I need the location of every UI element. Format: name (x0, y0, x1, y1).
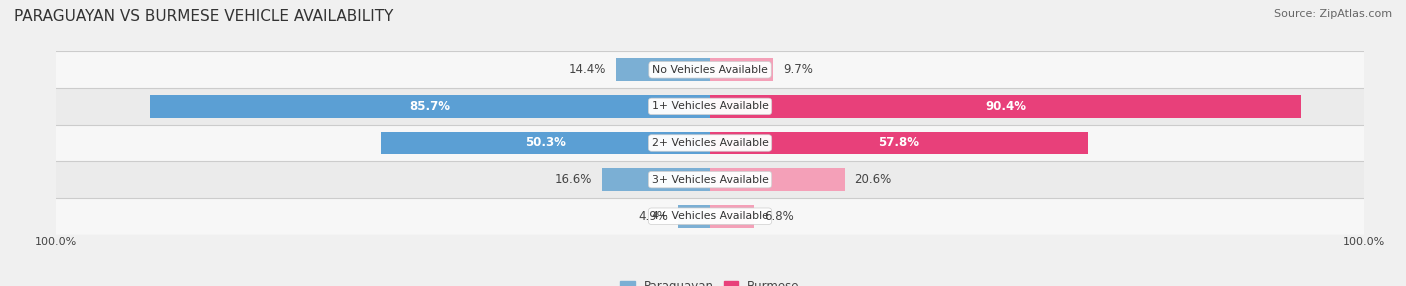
Bar (56, 51, 1364, 88)
Text: Source: ZipAtlas.com: Source: ZipAtlas.com (1274, 9, 1392, 19)
Text: 16.6%: 16.6% (554, 173, 592, 186)
Text: PARAGUAYAN VS BURMESE VEHICLE AVAILABILITY: PARAGUAYAN VS BURMESE VEHICLE AVAILABILI… (14, 9, 394, 23)
Bar (56, 88, 1364, 125)
Text: 20.6%: 20.6% (855, 173, 891, 186)
Text: 85.7%: 85.7% (409, 100, 450, 113)
Text: 14.4%: 14.4% (568, 63, 606, 76)
Text: 90.4%: 90.4% (986, 100, 1026, 113)
Text: 1+ Vehicles Available: 1+ Vehicles Available (651, 102, 769, 111)
Text: 6.8%: 6.8% (765, 210, 794, 223)
Bar (710, 132, 1088, 154)
Bar (678, 205, 710, 228)
Text: 57.8%: 57.8% (879, 136, 920, 150)
Bar (602, 168, 710, 191)
Bar (56, 198, 1364, 235)
Text: 50.3%: 50.3% (526, 136, 567, 150)
Text: 9.7%: 9.7% (783, 63, 813, 76)
Text: 4+ Vehicles Available: 4+ Vehicles Available (651, 211, 769, 221)
Bar (710, 95, 1301, 118)
Text: 4.9%: 4.9% (638, 210, 668, 223)
Bar (710, 58, 773, 81)
Bar (710, 168, 845, 191)
Bar (149, 95, 710, 118)
Bar (381, 132, 710, 154)
Bar (56, 161, 1364, 198)
Bar (56, 125, 1364, 161)
Legend: Paraguayan, Burmese: Paraguayan, Burmese (616, 276, 804, 286)
Bar (710, 205, 755, 228)
Text: 2+ Vehicles Available: 2+ Vehicles Available (651, 138, 769, 148)
Text: 3+ Vehicles Available: 3+ Vehicles Available (651, 175, 769, 184)
Bar (616, 58, 710, 81)
Text: No Vehicles Available: No Vehicles Available (652, 65, 768, 75)
